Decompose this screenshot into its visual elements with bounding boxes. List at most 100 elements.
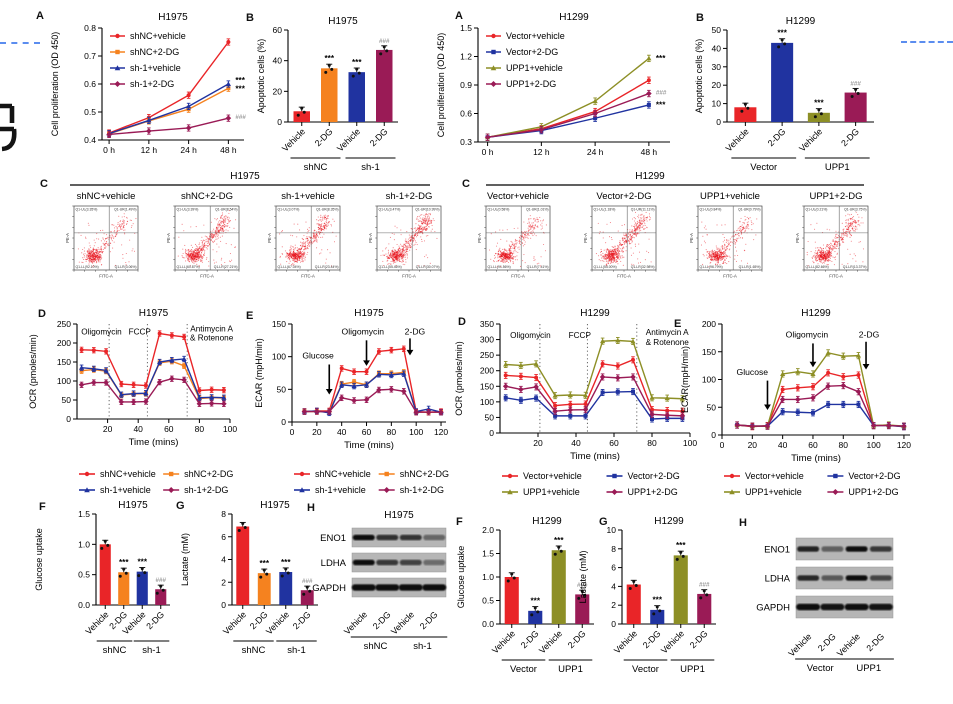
svg-text:0 h: 0 h xyxy=(103,145,115,155)
panel-letter-b-left: B xyxy=(246,12,254,24)
svg-text:60: 60 xyxy=(273,25,283,35)
panel-h1975-flow-cytometry: C H1975 shNC+vehicle Q1-UL(3.35%) Q1-UR(1.4… xyxy=(30,168,468,304)
svg-text:LDHA: LDHA xyxy=(321,558,347,569)
svg-text:60: 60 xyxy=(164,424,174,434)
svg-text:H1975: H1975 xyxy=(139,308,169,319)
panel-letter-b-right: B xyxy=(696,12,704,24)
svg-text:40: 40 xyxy=(337,427,347,437)
svg-text:***: *** xyxy=(137,558,147,567)
h1975-apoptosis-chart: H1975 0 20 40 60 Apoptotic cells (%) Vehicle **… xyxy=(256,16,398,173)
svg-text:Q1-LR(30.07%): Q1-LR(30.07%) xyxy=(416,265,440,269)
svg-text:4: 4 xyxy=(221,555,226,565)
svg-text:FITC-A: FITC-A xyxy=(301,274,315,279)
svg-text:0.3: 0.3 xyxy=(460,137,472,147)
svg-text:Cell proliferation (OD 450): Cell proliferation (OD 450) xyxy=(436,33,446,138)
svg-text:Q1-LR(23.44%): Q1-LR(23.44%) xyxy=(315,265,339,269)
panel-letter-e-left: E xyxy=(246,310,254,322)
svg-text:H1975: H1975 xyxy=(158,12,188,23)
svg-text:shNC+2-DG: shNC+2-DG xyxy=(130,47,179,57)
svg-text:shNC+2-DG: shNC+2-DG xyxy=(184,469,233,479)
svg-text:FITC-A: FITC-A xyxy=(200,274,214,279)
svg-text:0.5: 0.5 xyxy=(84,107,96,117)
svg-text:12 h: 12 h xyxy=(533,147,550,157)
svg-text:Q1-UR(8.35%): Q1-UR(8.35%) xyxy=(316,208,338,212)
svg-text:40: 40 xyxy=(273,56,283,66)
svg-text:sh-1+2-DG: sh-1+2-DG xyxy=(386,191,433,202)
panel-h1975-glucose-uptake: F H1975 0.0 0.5 1.0 1.5 Glucose uptake Vehicle… xyxy=(30,500,178,700)
svg-text:Q1-UR(10.99%): Q1-UR(10.99%) xyxy=(415,208,439,212)
svg-text:Q1-LR(27.21%): Q1-LR(27.21%) xyxy=(214,265,238,269)
svg-text:FITC-A: FITC-A xyxy=(99,274,113,279)
svg-text:###: ### xyxy=(155,577,166,584)
svg-text:sh-1+2-DG: sh-1+2-DG xyxy=(400,485,444,495)
svg-text:Antimycin A: Antimycin A xyxy=(190,325,233,334)
svg-text:80: 80 xyxy=(387,427,397,437)
svg-text:Vector+2-DG: Vector+2-DG xyxy=(506,47,558,57)
svg-text:2-DG: 2-DG xyxy=(368,126,390,148)
svg-text:50: 50 xyxy=(712,25,722,35)
svg-text:150: 150 xyxy=(57,357,71,367)
panel-letter-c-left: C xyxy=(40,178,48,190)
svg-text:20: 20 xyxy=(312,427,322,437)
svg-text:Oligomycin: Oligomycin xyxy=(342,326,385,336)
panel-letter-g-right: G xyxy=(599,516,608,528)
svg-text:0: 0 xyxy=(281,417,286,427)
svg-text:sh-1+vehicle: sh-1+vehicle xyxy=(315,485,366,495)
svg-text:0.0: 0.0 xyxy=(78,600,90,610)
svg-text:sh-1+vehicle: sh-1+vehicle xyxy=(130,63,181,73)
svg-text:Q1-UR(11.11%): Q1-UR(11.11%) xyxy=(631,208,655,212)
svg-text:H1299: H1299 xyxy=(559,12,589,23)
panel-h1299-ocr: D H1299 0 50 100 150 200 250 300 350 20 40 60 80 100 O… xyxy=(450,306,704,500)
h1975-ecar-chart: H1975 0 50 100 150 0 20 40 60 80 100 120 ECAR (mpH/m… xyxy=(254,308,449,495)
svg-text:Q1-UR(8.54%): Q1-UR(8.54%) xyxy=(215,208,237,212)
svg-text:shNC: shNC xyxy=(364,641,388,652)
svg-text:shNC+2-DG: shNC+2-DG xyxy=(181,191,233,202)
panel-h1299-apoptosis: B H1299 0 10 20 30 40 50 Apoptotic cells (%) Veh… xyxy=(690,6,886,184)
svg-text:6: 6 xyxy=(221,532,226,542)
svg-text:20: 20 xyxy=(712,80,722,90)
svg-text:H1299: H1299 xyxy=(635,171,665,182)
svg-text:20: 20 xyxy=(273,86,283,96)
h1975-proliferation-chart: H1975 0.4 0.5 0.6 0.7 0.8 0 h 12 h 24 h 48 h Cell … xyxy=(50,12,246,155)
panel-h1975-proliferation: A H1975 0.4 0.5 0.6 0.7 0.8 0 h 12 h 24 h 48 h Cel… xyxy=(36,6,258,166)
svg-text:24 h: 24 h xyxy=(587,147,604,157)
svg-text:2-DG: 2-DG xyxy=(405,326,426,336)
panel-h1299-lactate: G H1299 0 2 4 6 8 10 Lactate (mM) Vehicle *** 2-DG… xyxy=(574,514,744,704)
svg-text:ENO1: ENO1 xyxy=(320,533,346,544)
svg-text:Vector+2-DG: Vector+2-DG xyxy=(596,191,651,202)
svg-text:0 h: 0 h xyxy=(482,147,494,157)
svg-text:Q1-LL(91.56%): Q1-LL(91.56%) xyxy=(488,265,511,269)
svg-text:Cell proliferation (OD 450): Cell proliferation (OD 450) xyxy=(50,32,60,137)
svg-text:sh-1+2-DG: sh-1+2-DG xyxy=(130,79,174,89)
svg-text:80: 80 xyxy=(195,424,205,434)
svg-text:shNC: shNC xyxy=(242,645,266,656)
svg-text:0.7: 0.7 xyxy=(84,51,96,61)
svg-text:Q1-UR(1.49%): Q1-UR(1.49%) xyxy=(114,208,136,212)
svg-text:H1975: H1975 xyxy=(230,171,260,182)
svg-text:UPP1: UPP1 xyxy=(825,162,850,173)
svg-text:0: 0 xyxy=(716,117,721,127)
svg-text:FCCP: FCCP xyxy=(129,328,152,337)
panel-letter-f-right: F xyxy=(456,516,463,528)
svg-text:0.6: 0.6 xyxy=(460,109,472,119)
svg-text:PE-A: PE-A xyxy=(65,233,70,243)
svg-text:40: 40 xyxy=(133,424,143,434)
panel-h1975-ecar: E H1975 0 50 100 150 0 20 40 60 80 100 120 ECAR (mpH… xyxy=(246,306,476,498)
svg-text:Vector+vehicle: Vector+vehicle xyxy=(506,31,565,41)
svg-text:shNC: shNC xyxy=(304,162,328,173)
svg-text:0.4: 0.4 xyxy=(84,135,96,145)
svg-text:###: ### xyxy=(235,114,246,121)
svg-text:FITC-A: FITC-A xyxy=(402,274,416,279)
svg-text:H1975: H1975 xyxy=(328,16,358,27)
svg-text:100: 100 xyxy=(57,376,71,386)
svg-text:PE-A: PE-A xyxy=(166,233,171,243)
svg-text:150: 150 xyxy=(272,319,286,329)
svg-text:shNC+2-DG: shNC+2-DG xyxy=(400,469,449,479)
svg-text:60: 60 xyxy=(362,427,372,437)
svg-text:Apoptotic cells (%): Apoptotic cells (%) xyxy=(256,39,266,114)
svg-text:Q1-LL(55.00%): Q1-LL(55.00%) xyxy=(594,265,617,269)
svg-text:***: *** xyxy=(814,99,824,108)
svg-text:0.6: 0.6 xyxy=(84,79,96,89)
svg-text:shNC+vehicle: shNC+vehicle xyxy=(315,469,371,479)
svg-text:0.5: 0.5 xyxy=(78,570,90,580)
